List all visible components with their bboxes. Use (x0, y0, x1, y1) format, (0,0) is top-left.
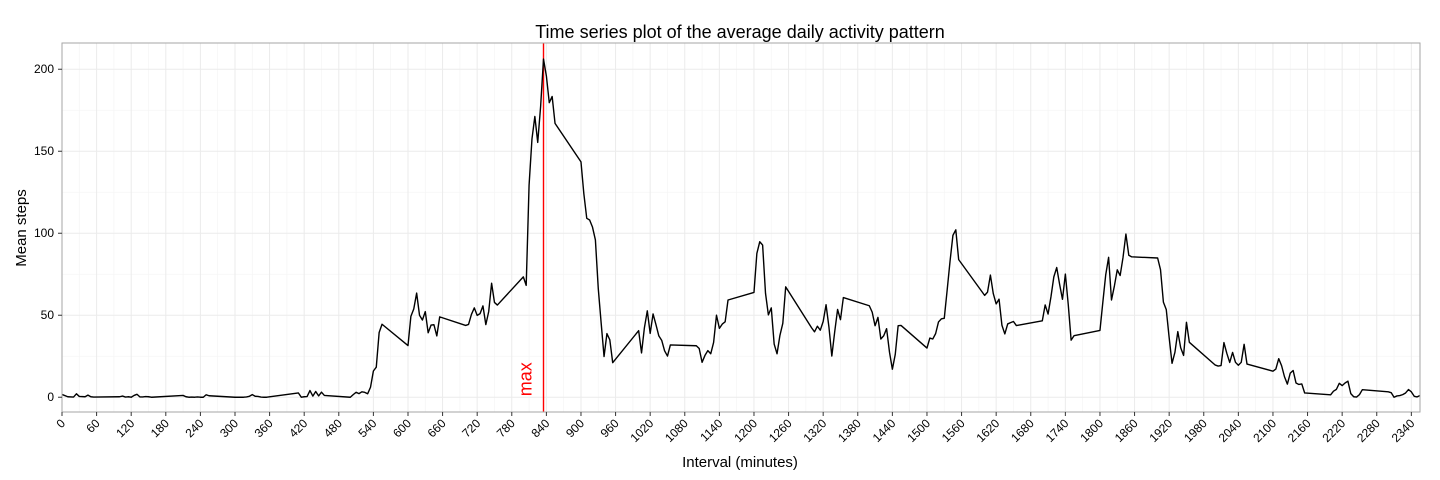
x-tick-label: 720 (459, 416, 483, 440)
x-tick-label: 120 (113, 416, 137, 440)
y-tick-label: 200 (34, 62, 54, 76)
x-tick-label: 1500 (904, 416, 933, 445)
x-tick-label: 2040 (1216, 416, 1245, 445)
chart-title: Time series plot of the average daily ac… (535, 22, 945, 42)
x-tick-label: 360 (252, 416, 276, 440)
x-tick-label: 420 (286, 416, 310, 440)
x-tick-label: 2160 (1285, 416, 1314, 445)
x-tick-label: 1020 (628, 416, 657, 445)
x-tick-label: 1620 (974, 416, 1003, 445)
x-tick-label: 660 (425, 416, 449, 440)
x-tick-label: 1800 (1077, 416, 1106, 445)
x-tick-label: 600 (390, 416, 414, 440)
x-tick-label: 480 (321, 416, 345, 440)
major-grid (61, 43, 1420, 412)
x-tick-label: 780 (494, 416, 518, 440)
x-tick-label: 0 (53, 416, 68, 431)
x-tick-label: 960 (598, 416, 622, 440)
y-axis-title: Mean steps (13, 189, 30, 267)
x-tick-label: 1260 (766, 416, 795, 445)
x-tick-label: 1560 (939, 416, 968, 445)
x-tick-label: 1320 (801, 416, 830, 445)
x-tick-label: 840 (528, 416, 552, 440)
plot-panel (61, 42, 1421, 413)
x-tick-label: 1920 (1146, 416, 1175, 445)
x-tick-label: 1740 (1043, 416, 1072, 445)
x-tick-label: 180 (148, 416, 172, 440)
x-tick-label: 1980 (1181, 416, 1210, 445)
y-tick-label: 0 (47, 390, 54, 404)
x-axis-title: Interval (minutes) (682, 454, 798, 471)
x-tick-label: 1200 (731, 416, 760, 445)
x-tick-label: 2280 (1354, 416, 1383, 445)
x-tick-label: 1860 (1112, 416, 1141, 445)
y-tick-label: 50 (41, 308, 55, 322)
x-tick-label: 1680 (1008, 416, 1037, 445)
x-tick-label: 60 (83, 416, 103, 436)
x-axis: 0 60 120 180 240 300 360 420 480 540 600 660 720 780 8… (53, 412, 1418, 445)
x-tick-label: 2100 (1250, 416, 1279, 445)
max-marker-label: max (515, 362, 535, 396)
mean-steps-line (61, 58, 1421, 398)
y-tick-label: 150 (34, 144, 54, 158)
x-tick-label: 2340 (1389, 416, 1418, 445)
minor-grid (62, 43, 1420, 412)
y-axis: 0 50 100 150 200 (34, 62, 62, 404)
x-tick-label: 540 (355, 416, 379, 440)
max-annotation: max (515, 43, 545, 412)
x-tick-label: 1380 (835, 416, 864, 445)
x-tick-label: 1080 (662, 416, 691, 445)
x-tick-label: 1140 (697, 416, 725, 444)
y-tick-label: 100 (34, 226, 54, 240)
x-tick-label: 240 (182, 416, 206, 440)
x-tick-label: 1440 (870, 416, 899, 445)
x-tick-label: 2220 (1319, 416, 1348, 445)
x-tick-label: 300 (217, 416, 241, 440)
x-tick-label: 900 (563, 416, 587, 440)
